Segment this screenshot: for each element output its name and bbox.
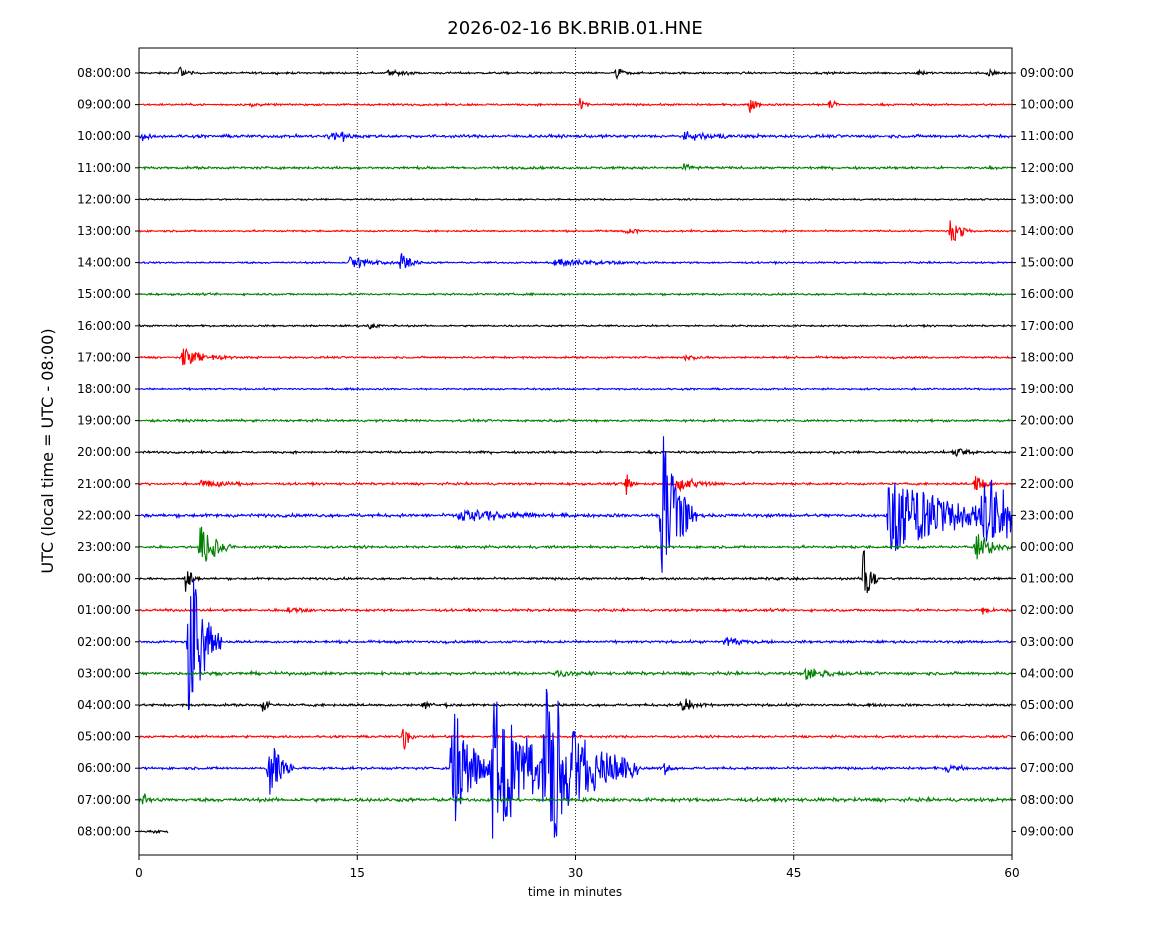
right-hour-label: 14:00:00 — [1020, 224, 1074, 238]
gridlines — [356, 48, 795, 855]
left-hour-label: 19:00:00 — [77, 414, 131, 428]
x-tick-label: 45 — [786, 866, 801, 880]
right-hour-label: 21:00:00 — [1020, 445, 1074, 459]
hour-labels: 08:00:00 09:00:00 09:00:00 10:00:00 10:00:00… — [77, 66, 1074, 838]
left-hour-label: 12:00:00 — [77, 192, 131, 206]
left-hour-label: 16:00:00 — [77, 319, 131, 333]
left-hour-label: 08:00:00 — [77, 824, 131, 838]
trace-line — [138, 448, 1013, 457]
right-hour-label: 01:00:00 — [1020, 572, 1074, 586]
right-hour-label: 02:00:00 — [1020, 603, 1074, 617]
x-tick-label: 30 — [568, 866, 583, 880]
right-hour-label: 05:00:00 — [1020, 698, 1074, 712]
x-axis-label: time in minutes — [528, 885, 622, 899]
right-hour-label: 16:00:00 — [1020, 287, 1074, 301]
trace-line — [138, 549, 1013, 594]
trace-line — [138, 347, 1013, 366]
left-hour-label: 11:00:00 — [77, 161, 131, 175]
left-hour-label: 15:00:00 — [77, 287, 131, 301]
right-hour-label: 12:00:00 — [1020, 161, 1074, 175]
right-hour-label: 13:00:00 — [1020, 192, 1074, 206]
trace-line — [138, 526, 1013, 562]
x-tick-label: 60 — [1004, 866, 1019, 880]
right-hour-label: 19:00:00 — [1020, 382, 1074, 396]
left-hour-label: 01:00:00 — [77, 603, 131, 617]
trace-line — [138, 253, 1013, 269]
trace-line — [138, 97, 1013, 113]
left-hour-label: 06:00:00 — [77, 761, 131, 775]
trace-line — [138, 386, 1013, 392]
trace-line — [138, 793, 1013, 805]
trace-line — [138, 698, 1013, 712]
right-hour-label: 20:00:00 — [1020, 414, 1074, 428]
trace-line — [138, 606, 1013, 615]
trace-line — [138, 688, 1013, 839]
left-hour-label: 04:00:00 — [77, 698, 131, 712]
left-hour-label: 18:00:00 — [77, 382, 131, 396]
x-tick-label: 0 — [135, 866, 143, 880]
x-tick-label: 15 — [350, 866, 365, 880]
right-hour-label: 07:00:00 — [1020, 761, 1074, 775]
right-hour-label: 06:00:00 — [1020, 730, 1074, 744]
trace-line — [138, 667, 1013, 680]
seismic-traces — [138, 66, 1013, 839]
right-hour-label: 18:00:00 — [1020, 350, 1074, 364]
trace-line — [138, 579, 1013, 711]
left-hour-label: 22:00:00 — [77, 508, 131, 522]
right-hour-label: 03:00:00 — [1020, 635, 1074, 649]
trace-line — [138, 829, 169, 835]
left-hour-label: 00:00:00 — [77, 572, 131, 586]
trace-line — [138, 131, 1012, 142]
left-hour-label: 09:00:00 — [77, 98, 131, 112]
right-hour-label: 04:00:00 — [1020, 666, 1074, 680]
left-hour-label: 10:00:00 — [77, 129, 131, 143]
right-hour-label: 15:00:00 — [1020, 256, 1074, 270]
left-hour-label: 21:00:00 — [77, 477, 131, 491]
trace-line — [138, 436, 1013, 573]
left-hour-label: 08:00:00 — [77, 66, 131, 80]
trace-line — [138, 417, 1013, 424]
left-hour-label: 07:00:00 — [77, 793, 131, 807]
left-hour-label: 05:00:00 — [77, 730, 131, 744]
right-hour-label: 10:00:00 — [1020, 98, 1074, 112]
trace-line — [138, 163, 1013, 172]
trace-line — [138, 322, 1013, 330]
right-hour-label: 09:00:00 — [1020, 824, 1074, 838]
left-hour-label: 20:00:00 — [77, 445, 131, 459]
right-hour-label: 08:00:00 — [1020, 793, 1074, 807]
right-hour-label: 09:00:00 — [1020, 66, 1074, 80]
left-hour-label: 23:00:00 — [77, 540, 131, 554]
chart-title: 2026-02-16 BK.BRIB.01.HNE — [447, 18, 702, 39]
right-hour-label: 11:00:00 — [1020, 129, 1074, 143]
trace-line — [138, 220, 1013, 242]
left-hour-label: 03:00:00 — [77, 666, 131, 680]
left-hour-label: 14:00:00 — [77, 256, 131, 270]
right-hour-label: 17:00:00 — [1020, 319, 1074, 333]
y-axis-label: UTC (local time = UTC - 08:00) — [38, 328, 57, 573]
trace-line — [138, 66, 1013, 81]
left-hour-label: 17:00:00 — [77, 350, 131, 364]
trace-line — [138, 291, 1013, 297]
right-hour-label: 22:00:00 — [1020, 477, 1074, 491]
trace-line — [138, 197, 1013, 202]
trace-line — [138, 474, 1013, 496]
right-hour-label: 23:00:00 — [1020, 508, 1074, 522]
axes: 0 15 30 45 60 — [135, 47, 1020, 880]
left-hour-label: 02:00:00 — [77, 635, 131, 649]
right-hour-label: 00:00:00 — [1020, 540, 1074, 554]
left-hour-label: 13:00:00 — [77, 224, 131, 238]
